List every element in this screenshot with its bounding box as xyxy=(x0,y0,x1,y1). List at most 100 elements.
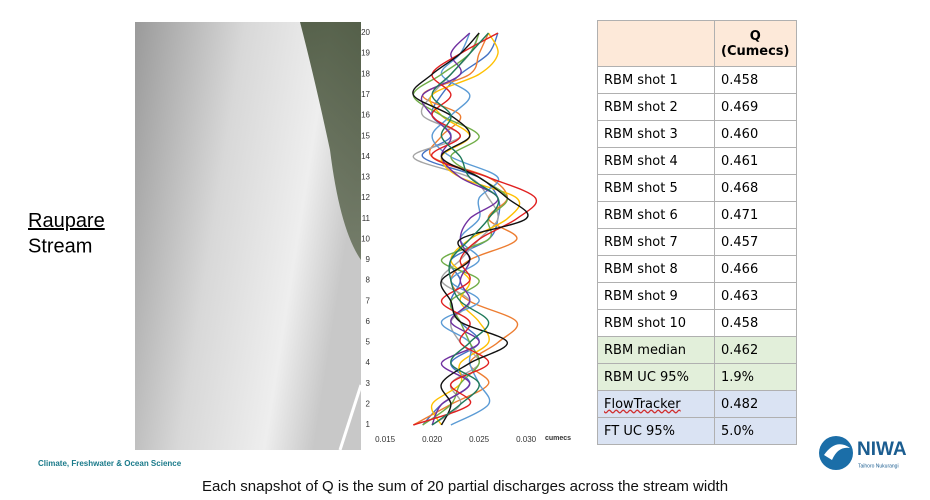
row-name-text: RBM shot 6 xyxy=(604,207,678,223)
y-tick-label: 12 xyxy=(361,193,370,202)
row-name-text: FT UC 95% xyxy=(604,423,675,439)
row-name: RBM shot 5 xyxy=(597,174,715,202)
row-name-text: FlowTracker xyxy=(604,396,681,412)
x-tick-label: 0.030 xyxy=(516,435,537,444)
x-tick-label: 0.015 xyxy=(375,435,396,444)
row-name-text: RBM shot 1 xyxy=(604,72,678,88)
y-tick-label: 8 xyxy=(366,276,371,285)
row-value: 0.482 xyxy=(714,390,797,418)
caption: Each snapshot of Q is the sum of 20 part… xyxy=(202,478,728,495)
header-row: Q (Cumecs) xyxy=(597,20,797,67)
row-name: RBM shot 1 xyxy=(597,66,715,94)
row-name: RBM shot 6 xyxy=(597,201,715,229)
y-tick-label: 6 xyxy=(366,317,371,326)
x-tick-label: 0.020 xyxy=(422,435,443,444)
x-tick-label: 0.025 xyxy=(469,435,490,444)
y-tick-label: 9 xyxy=(366,255,371,264)
row-name: FT UC 95% xyxy=(597,417,715,445)
table-row: RBM shot 3 0.460 xyxy=(597,120,797,148)
org-footer: Climate, Freshwater & Ocean Science xyxy=(38,459,182,468)
table-row: RBM shot 8 0.466 xyxy=(597,255,797,283)
row-name-text: RBM shot 9 xyxy=(604,288,678,304)
row-value: 0.460 xyxy=(714,120,797,148)
row-value: 0.468 xyxy=(714,174,797,202)
y-tick-label: 15 xyxy=(361,131,370,140)
row-value: 0.458 xyxy=(714,66,797,94)
y-tick-label: 16 xyxy=(361,111,370,120)
y-tick-label: 19 xyxy=(361,49,370,58)
series-line xyxy=(431,32,500,426)
series-line xyxy=(412,32,529,426)
photo-vegetation xyxy=(300,22,361,260)
series-line xyxy=(431,32,500,426)
header-cell xyxy=(597,20,715,67)
row-name-text: RBM shot 8 xyxy=(604,261,678,277)
series-line xyxy=(412,32,519,426)
header-q: Q xyxy=(749,28,761,44)
row-value: 0.462 xyxy=(714,336,797,364)
row-value: 1.9% xyxy=(714,363,797,391)
y-tick-label: 18 xyxy=(361,69,370,78)
y-tick-label: 13 xyxy=(361,173,370,182)
table-row: RBM shot 2 0.469 xyxy=(597,93,797,121)
results-table: Q (Cumecs) RBM shot 1 0.458 RBM shot 2 0.469 R… xyxy=(597,20,797,445)
series-line xyxy=(413,32,538,426)
row-value: 0.461 xyxy=(714,147,797,175)
row-name-text: RBM shot 7 xyxy=(604,234,678,250)
row-value: 0.471 xyxy=(714,201,797,229)
y-tick-label: 17 xyxy=(361,90,370,99)
table-row: RBM shot 4 0.461 xyxy=(597,147,797,175)
row-name-text: RBM shot 5 xyxy=(604,180,678,196)
table-row: RBM shot 7 0.457 xyxy=(597,228,797,256)
row-value: 0.458 xyxy=(714,309,797,337)
y-tick-label: 2 xyxy=(366,399,371,408)
y-tick-label: 7 xyxy=(366,296,371,305)
row-name-text: RBM shot 3 xyxy=(604,126,678,142)
side-label: Raupare xyxy=(28,210,105,232)
row-name-text: RBM shot 2 xyxy=(604,99,678,115)
photo-line xyxy=(338,384,363,451)
y-tick-label: 20 xyxy=(361,28,370,37)
row-name: RBM shot 8 xyxy=(597,255,715,283)
row-name-text: RBM median xyxy=(604,342,687,358)
row-value: 0.463 xyxy=(714,282,797,310)
row-name: FlowTracker xyxy=(597,390,715,418)
y-tick-label: 10 xyxy=(361,234,370,243)
logo-sub: Taihoro Nukurangi xyxy=(858,463,899,469)
logo-name: NIWA xyxy=(857,439,907,460)
row-name: RBM median xyxy=(597,336,715,364)
row-name: RBM shot 2 xyxy=(597,93,715,121)
row-name-text: RBM shot 4 xyxy=(604,153,678,169)
y-tick-label: 4 xyxy=(366,358,371,367)
side-label: Stream xyxy=(28,235,92,257)
table-row: RBM shot 6 0.471 xyxy=(597,201,797,229)
row-name: RBM shot 9 xyxy=(597,282,715,310)
row-name-text: RBM UC 95% xyxy=(604,369,689,385)
series-line xyxy=(429,32,521,426)
table-row: RBM UC 95% 1.9% xyxy=(597,363,797,391)
row-value: 5.0% xyxy=(714,417,797,445)
header-unit: (Cumecs) xyxy=(721,43,790,59)
y-tick-label: 3 xyxy=(366,379,371,388)
table-row: FT UC 95% 5.0% xyxy=(597,417,797,445)
y-tick-label: 5 xyxy=(366,338,371,347)
logo-swoosh xyxy=(824,444,850,460)
y-tick-label: 14 xyxy=(361,152,370,161)
y-tick-label: 11 xyxy=(362,214,371,223)
row-name: RBM UC 95% xyxy=(597,363,715,391)
table-row: FlowTracker 0.482 xyxy=(597,390,797,418)
x-axis-label: cumecs xyxy=(545,435,571,442)
table-row: RBM shot 9 0.463 xyxy=(597,282,797,310)
row-name: RBM shot 7 xyxy=(597,228,715,256)
header-cell: Q (Cumecs) xyxy=(714,20,797,67)
table-row: RBM shot 10 0.458 xyxy=(597,309,797,337)
series-line xyxy=(420,32,499,426)
row-name: RBM shot 4 xyxy=(597,147,715,175)
row-value: 0.469 xyxy=(714,93,797,121)
y-tick-label: 1 xyxy=(366,420,371,429)
row-value: 0.457 xyxy=(714,228,797,256)
row-name: RBM shot 3 xyxy=(597,120,715,148)
table-row: RBM shot 1 0.458 xyxy=(597,66,797,94)
